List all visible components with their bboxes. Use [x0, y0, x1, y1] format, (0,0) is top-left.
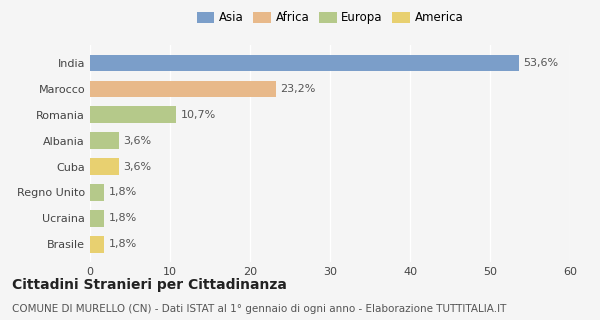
- Text: 3,6%: 3,6%: [124, 136, 152, 146]
- Legend: Asia, Africa, Europa, America: Asia, Africa, Europa, America: [194, 9, 466, 27]
- Text: 3,6%: 3,6%: [124, 162, 152, 172]
- Bar: [90, 107, 176, 123]
- Text: 1,8%: 1,8%: [109, 213, 137, 223]
- Text: 53,6%: 53,6%: [524, 58, 559, 68]
- Text: 23,2%: 23,2%: [280, 84, 316, 94]
- Text: COMUNE DI MURELLO (CN) - Dati ISTAT al 1° gennaio di ogni anno - Elaborazione TU: COMUNE DI MURELLO (CN) - Dati ISTAT al 1…: [12, 304, 506, 314]
- Bar: [90, 81, 275, 97]
- Bar: [90, 55, 519, 71]
- Bar: [90, 158, 119, 175]
- Text: 1,8%: 1,8%: [109, 239, 137, 249]
- Bar: [90, 132, 119, 149]
- Text: Cittadini Stranieri per Cittadinanza: Cittadini Stranieri per Cittadinanza: [12, 278, 287, 292]
- Bar: [90, 236, 104, 252]
- Text: 1,8%: 1,8%: [109, 188, 137, 197]
- Bar: [90, 210, 104, 227]
- Bar: [90, 184, 104, 201]
- Text: 10,7%: 10,7%: [181, 110, 215, 120]
